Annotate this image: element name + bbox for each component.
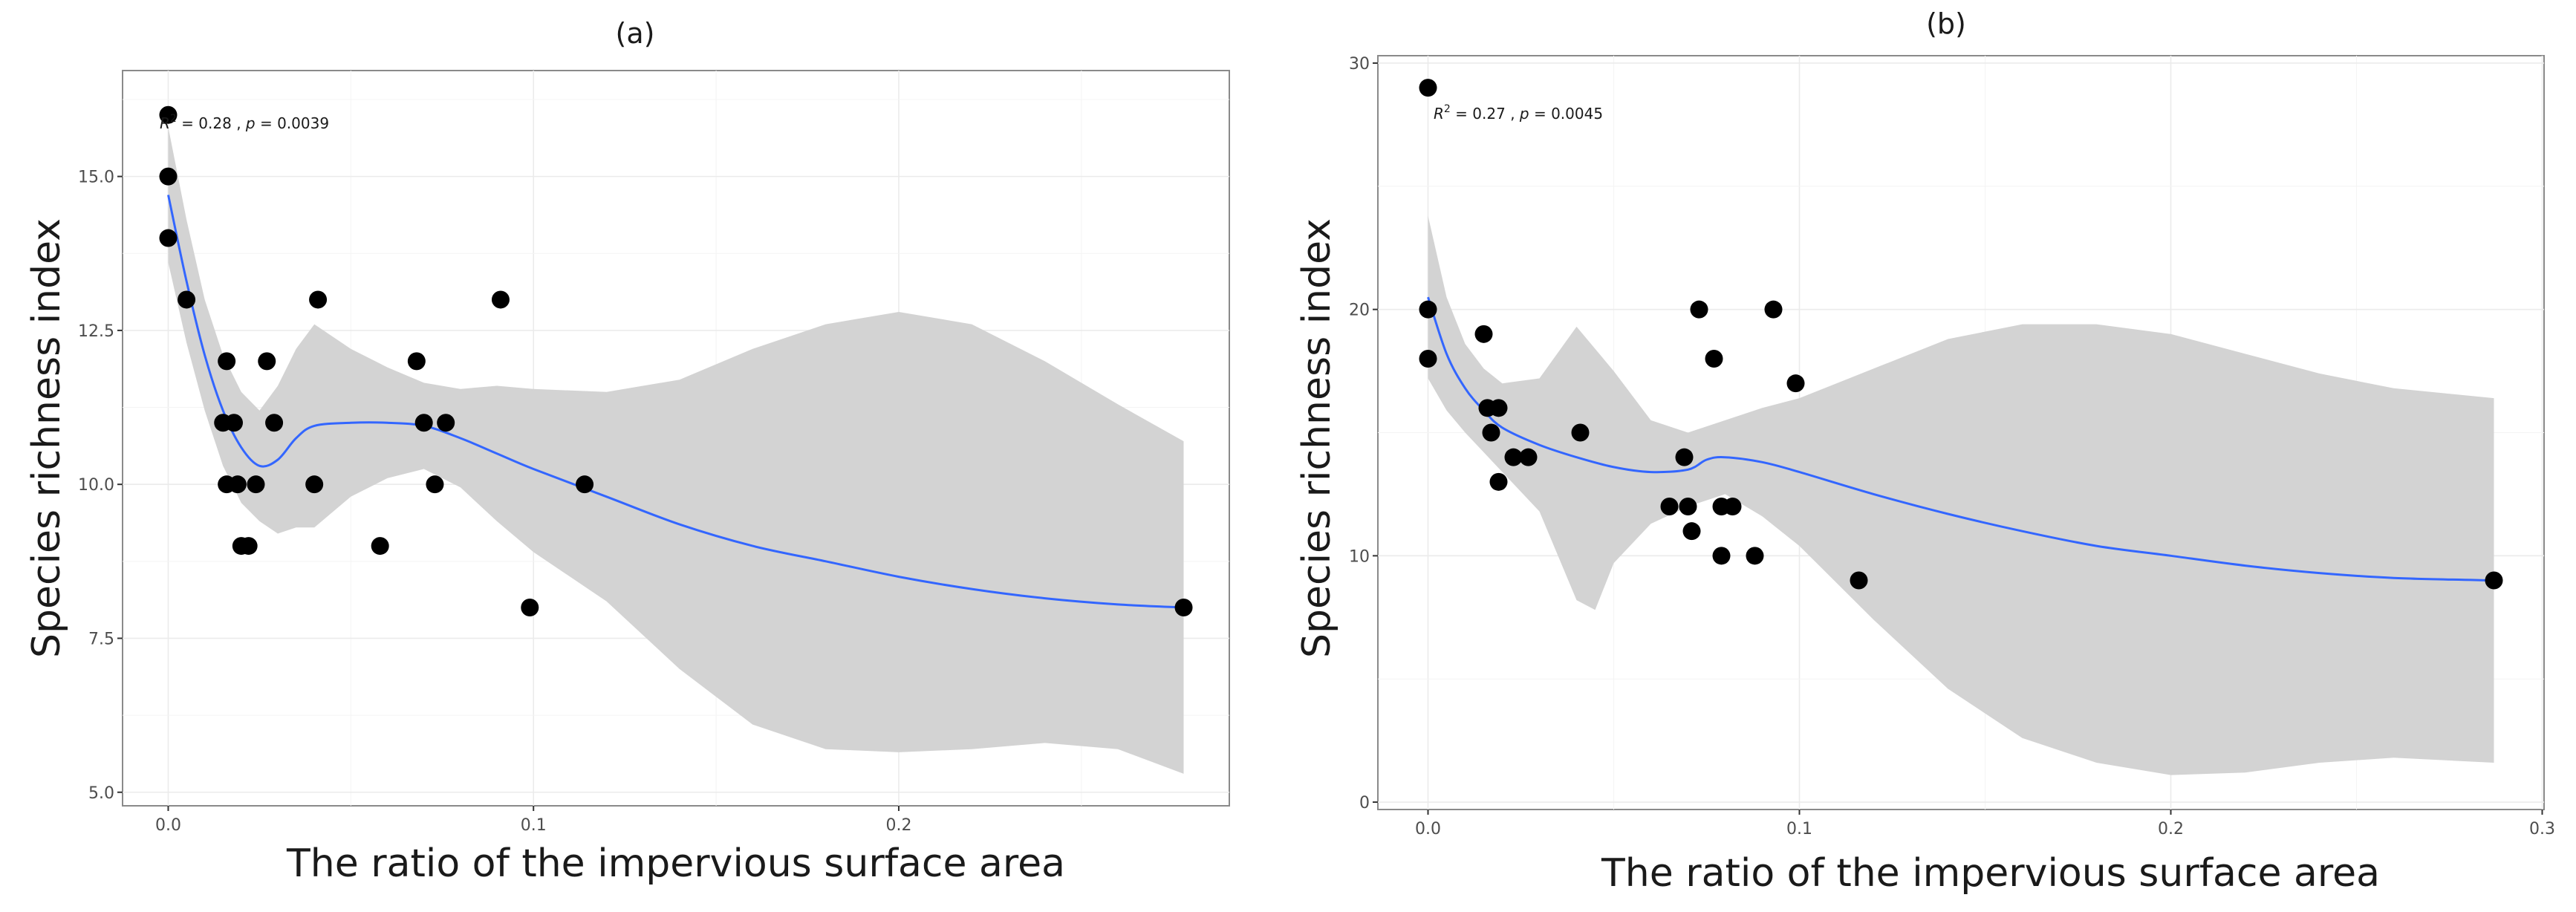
panel-b-data-points: [1419, 79, 2503, 590]
panel-a-point-13: [265, 414, 284, 432]
panel-b-point-7: [1489, 472, 1508, 491]
panel-a-ytick-label: 12.5: [78, 322, 114, 341]
panel-a-r2-exponent: 2: [170, 113, 177, 125]
panel-a-ytick-label: 10.0: [78, 476, 114, 495]
panel-b-confidence-band: [1428, 215, 2494, 775]
panel-a-y-ticks: 5.0 7.5 10.0 12.5 15.0: [78, 169, 123, 803]
panel-b-point-20: [1746, 547, 1764, 565]
panel-b-point-18: [1712, 547, 1731, 565]
panel-b-point-8: [1504, 448, 1523, 466]
panel-b-point-23: [1850, 571, 1868, 590]
panel-b-loess-line: [1427, 296, 2494, 582]
panel-b-y-ticks: 0 10 20 30: [1349, 55, 1378, 812]
panel-a-point-10: [239, 537, 258, 556]
panel-b-y-axis-label: Species richness index: [1295, 218, 1339, 658]
panel-b-point-2: [1419, 349, 1437, 368]
panel-a-ytick-label: 5.0: [88, 784, 114, 803]
panel-a-xtick-label: 0.1: [521, 816, 547, 835]
panel-b-r2-symbol: R: [1434, 105, 1444, 123]
panel-b-point-6: [1482, 423, 1500, 442]
panel-b-ytick-label: 20: [1349, 302, 1370, 320]
panel-b-point-10: [1571, 423, 1590, 442]
panel-a-title: (a): [616, 17, 655, 50]
panel-a-xtick-label: 0.2: [885, 816, 911, 835]
panel-b-point-22: [1786, 374, 1805, 393]
panel-b-point-3: [1474, 325, 1493, 343]
panel-a-point-14: [305, 475, 324, 494]
panel-b-stats-annotation: R2 = 0.27 , p = 0.0045: [1434, 103, 1603, 123]
panel-b-point-9: [1519, 448, 1538, 466]
panel-b-point-16: [1705, 349, 1723, 368]
panel-a-loess-line: [167, 195, 1184, 609]
panel-a-ytick-label: 15.0: [78, 169, 114, 187]
panel-a-point-1: [159, 167, 178, 186]
panel-b-x-ticks: 0.0 0.1 0.2 0.3: [1415, 810, 2555, 838]
panel-a-r2-symbol: R: [160, 114, 170, 132]
panel-b-r2-value: = 0.27 ,: [1451, 105, 1520, 123]
panel-b-point-11: [1660, 498, 1679, 516]
panel-b-xtick-label: 0.2: [2158, 820, 2184, 838]
panel-b-ytick-label: 10: [1349, 547, 1370, 566]
panel-a-ytick-label: 7.5: [88, 630, 114, 648]
panel-b-point-19: [1723, 498, 1742, 516]
panel-a-y-axis-label: Species richness index: [25, 218, 69, 658]
panel-b-title: (b): [1926, 7, 1966, 40]
panel-b-point-21: [1764, 300, 1783, 319]
panel-b-point-5: [1489, 399, 1508, 417]
panel-a-point-6: [224, 414, 243, 432]
panel-b-p-value: = 0.0045: [1529, 105, 1603, 123]
panel-a-point-2: [159, 229, 178, 247]
panel-b-point-15: [1690, 300, 1708, 319]
panel-b-point-14: [1682, 522, 1701, 541]
panel-a-point-24: [1174, 599, 1193, 617]
panel-a-p-value: = 0.0039: [256, 114, 329, 132]
panel-b-x-axis-label: The ratio of the impervious surface area: [1601, 851, 2380, 896]
panel-b-xtick-label: 0.0: [1415, 820, 1441, 838]
panel-b-ytick-label: 0: [1359, 794, 1370, 812]
panel-a-point-3: [178, 290, 196, 309]
panel-b-point-1: [1419, 300, 1437, 319]
panel-a-point-11: [247, 475, 265, 494]
panel-a-point-4: [218, 352, 236, 371]
panel-a-point-8: [228, 475, 247, 494]
panel-a-point-20: [437, 414, 455, 432]
panel-b-xtick-label: 0.1: [1786, 820, 1812, 838]
panel-a-stats-annotation: R2 = 0.28 , p = 0.0039: [160, 113, 329, 132]
panel-b-point-13: [1679, 498, 1697, 516]
panel-b-point-12: [1675, 448, 1694, 466]
panel-b-p-symbol: p: [1519, 105, 1529, 123]
panel-a-point-16: [371, 537, 389, 556]
panel-a-data-points: [159, 105, 1193, 617]
panel-b: (b) 0 10 20 30 0.0 0.1 0.2 0.3 R2 = 0.27 , p =…: [1295, 7, 2555, 896]
panel-a-xtick-label: 0.0: [155, 816, 181, 835]
panel-b-gridlines: [1378, 56, 2544, 810]
panel-a-point-17: [407, 352, 426, 371]
panel-b-r2-exponent: 2: [1444, 103, 1451, 115]
panel-b-ytick-label: 30: [1349, 55, 1370, 74]
panel-a-point-21: [491, 290, 510, 309]
panel-b-point-24: [2485, 571, 2503, 590]
panel-a: (a) 5.0 7.5 10.0 12.5 15.0 0.0 0.1 0.2 R2 = 0.…: [25, 17, 1230, 886]
panel-a-point-23: [576, 475, 594, 494]
panel-a-p-symbol: p: [245, 114, 256, 132]
panel-a-confidence-band: [168, 127, 1184, 774]
panel-b-point-0: [1419, 79, 1437, 97]
panel-a-x-axis-label: The ratio of the impervious surface area: [286, 841, 1065, 886]
panel-b-xtick-label: 0.3: [2529, 820, 2555, 838]
panel-a-r2-value: = 0.28 ,: [177, 114, 246, 132]
panel-a-point-19: [426, 475, 444, 494]
panel-a-point-12: [258, 352, 276, 371]
panel-a-point-15: [309, 290, 328, 309]
panel-a-point-18: [414, 414, 433, 432]
panel-a-point-22: [521, 599, 539, 617]
panel-a-point-0: [159, 105, 178, 124]
panel-a-x-ticks: 0.0 0.1 0.2: [155, 806, 911, 835]
